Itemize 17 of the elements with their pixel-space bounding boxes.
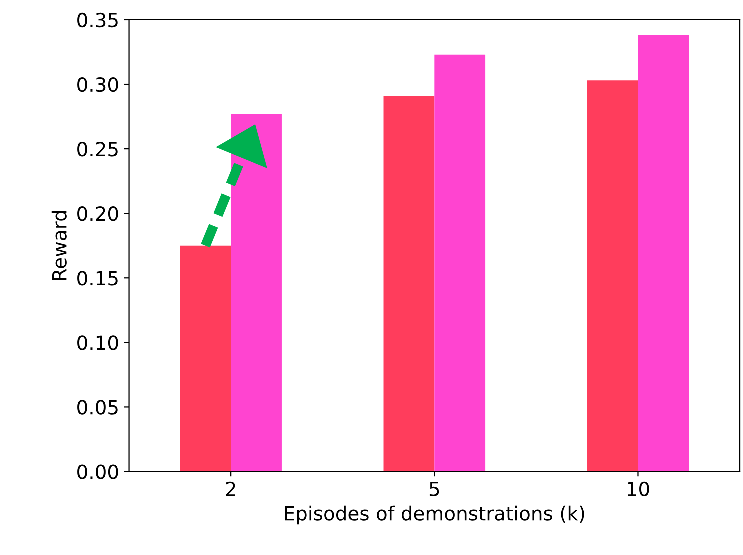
y-tick-label: 0.00 <box>78 464 118 480</box>
y-tick-label: 0.35 <box>78 12 118 28</box>
x-tick-label: 10 <box>628 482 650 497</box>
bar <box>638 35 690 472</box>
bar <box>587 80 638 472</box>
y-axis-title: Reward <box>52 211 67 280</box>
y-tick-label: 0.10 <box>78 336 118 350</box>
x-tick-label: 5 <box>430 482 440 497</box>
x-axis-title: Episodes of demonstrations (k) <box>285 506 584 525</box>
y-tick-label: 0.25 <box>78 142 118 157</box>
y-tick-label: 0.15 <box>78 271 118 286</box>
x-tick-label: 2 <box>226 482 236 496</box>
bar <box>384 96 435 472</box>
y-tick-label: 0.20 <box>78 206 118 222</box>
bar <box>434 54 486 472</box>
y-tick-label: 0.30 <box>78 77 118 92</box>
y-tick-label: 0.05 <box>78 400 118 415</box>
